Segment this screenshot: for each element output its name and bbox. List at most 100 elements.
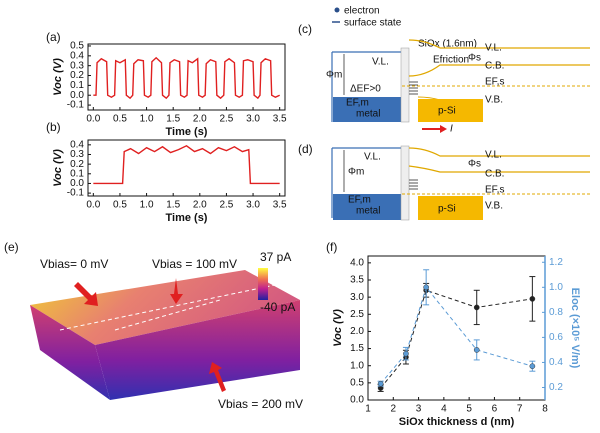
cb-label: C.B.: [485, 61, 504, 72]
marker: [377, 380, 384, 387]
x-tick-label: 0.0: [86, 200, 100, 211]
plot-frame: [367, 255, 546, 401]
friction-label: Efriction: [433, 55, 469, 66]
vb-label: V.B.: [485, 201, 503, 212]
phi-label: Φm: [326, 70, 342, 81]
y-tick-label: 2.5: [350, 309, 364, 320]
y-tick-label: 0.4: [70, 50, 84, 61]
surface-top: [30, 270, 300, 345]
plot-frame: [87, 43, 286, 111]
vl-label: V.L.: [372, 57, 389, 68]
x-tick-label: 2.5: [219, 200, 233, 211]
psi-block: [418, 99, 483, 122]
y-tick-label: 0.2: [70, 159, 84, 170]
metal-label: metal: [356, 109, 380, 120]
x-tick-label: 0.5: [113, 114, 127, 125]
y-tick-label: 0.0: [70, 90, 84, 101]
y-tick-label: 4.0: [350, 257, 364, 268]
panel-label: (b): [46, 120, 61, 134]
x-tick-label: 7: [517, 404, 523, 415]
current-label: I: [450, 124, 453, 135]
connector-line: [380, 289, 533, 389]
x-axis-label: Time (s): [166, 126, 208, 138]
colorbar: [258, 268, 268, 300]
phi-label: Φm: [348, 167, 364, 178]
x-tick-label: 1.5: [166, 200, 180, 211]
x-tick-label: 3.0: [246, 114, 260, 125]
x-tick-label: 1.0: [140, 114, 154, 125]
vb-label: V.B.: [485, 95, 503, 106]
y2-tick-label: 0.8: [549, 307, 563, 318]
plot-frame: [87, 139, 286, 197]
y-tick-label: 1.0: [350, 360, 364, 371]
phi-label: Φs: [468, 53, 481, 64]
vl-label: V.L.: [364, 152, 381, 163]
legend-dot: [334, 7, 340, 13]
marker: [529, 363, 536, 370]
x-tick-label: 0.5: [113, 200, 127, 211]
surface-side: [30, 305, 110, 400]
bias-label: Vbias = 200 mV: [218, 397, 303, 411]
psi-block: [418, 196, 483, 220]
arrow: [209, 362, 226, 392]
x-tick-label: 2.0: [193, 114, 207, 125]
legend-text: electron: [344, 6, 380, 17]
marker: [423, 284, 430, 291]
colorbar-max: 37 pA: [260, 250, 291, 264]
panel-label: (d): [298, 142, 313, 156]
bias-label: Vbias= 0 mV: [40, 257, 108, 271]
current-arrow: [422, 125, 447, 133]
charts: 0.0 0.5 1.0 1.5 2.0 2.5 3.0 3.5-0.10.00.10.20.3…: [52, 41, 581, 428]
y-tick-label: 0.1: [70, 168, 84, 179]
data-line: [93, 56, 280, 100]
panel-label: (c): [298, 22, 312, 36]
psi-label: p-Si: [438, 204, 456, 215]
x-axis-label: SiOx thickness d (nm): [399, 416, 515, 428]
metal-block: [333, 194, 401, 220]
legend-text: surface state: [344, 18, 402, 29]
cb-curve: [408, 64, 590, 77]
y-tick-label: 0.3: [70, 149, 84, 160]
psi-label: p-Si: [438, 106, 456, 117]
cb-curve: [408, 165, 590, 173]
panel-label: (f): [326, 240, 337, 254]
x-tick-label: 3: [416, 404, 422, 415]
x-axis-label: Time (s): [166, 212, 208, 224]
x-tick-label: 8: [542, 404, 548, 415]
y2-tick-label: 0.4: [549, 357, 563, 368]
x-tick-label: 3.0: [246, 200, 260, 211]
marker: [473, 347, 480, 353]
marker: [403, 350, 409, 357]
data-line: [93, 144, 280, 185]
surface-front: [95, 300, 300, 400]
y-tick-label: -0.1: [67, 100, 85, 111]
marker: [473, 304, 480, 311]
metal-block: [333, 97, 401, 122]
bias-label: Vbias = 100 mV: [152, 257, 237, 271]
divider: [59, 284, 276, 331]
vl-label: V.L.: [485, 150, 502, 161]
oxide-label: SiOx (1.6nm): [418, 39, 477, 50]
y2-axis-label: Eloc (×10⁵ V/m): [569, 288, 581, 369]
arrow: [74, 282, 98, 306]
surface-states: [409, 81, 418, 95]
panel-label: (e): [4, 240, 19, 254]
y-tick-label: 0.2: [70, 70, 84, 81]
x-tick-label: 5: [466, 404, 472, 415]
y-tick-label: 0.3: [70, 60, 84, 71]
x-tick-label: 1: [365, 404, 371, 415]
vl-curve: [408, 147, 590, 157]
arrow: [170, 278, 183, 304]
x-tick-label: 3.5: [273, 114, 287, 125]
oxide-layer: [400, 47, 410, 123]
colorbar-min: -40 pA: [260, 300, 295, 314]
y-tick-label: 1.5: [350, 343, 364, 354]
y-tick-label: -0.1: [67, 188, 85, 199]
phi-label: Φs: [468, 159, 481, 170]
y-tick-label: 2.0: [350, 326, 364, 337]
band-diagram-d: V.L. Φm EF,m metal p-Si V.L. Φs C.B. EF,…: [331, 145, 590, 221]
x-tick-label: 1.0: [140, 200, 154, 211]
ef-label: EF,m: [346, 98, 369, 109]
